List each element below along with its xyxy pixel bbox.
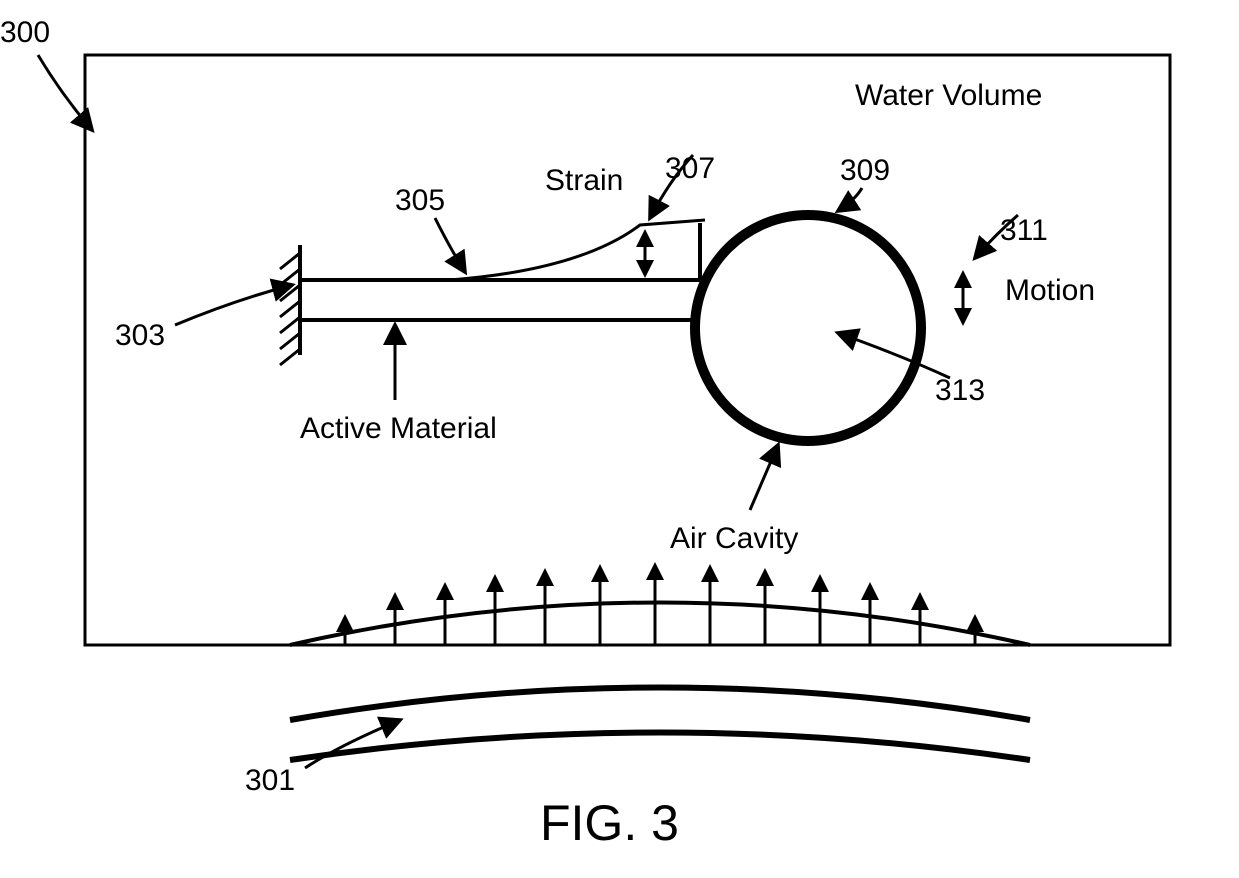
active-material-label: Active Material bbox=[300, 412, 497, 445]
ref-300: 300 bbox=[0, 16, 50, 49]
figure-svg: Water Volume Strain Motion Active Materi… bbox=[0, 0, 1239, 878]
motion-label: Motion bbox=[1005, 274, 1095, 307]
ref-303: 303 bbox=[115, 319, 165, 352]
incident-waves bbox=[290, 565, 1030, 760]
air-cavity-label: Air Cavity bbox=[670, 522, 798, 555]
air-cavity-circle bbox=[695, 215, 921, 441]
ref-307: 307 bbox=[665, 152, 715, 185]
ref-305: 305 bbox=[395, 184, 445, 217]
cantilever-beam bbox=[300, 223, 700, 320]
water-volume-box bbox=[85, 55, 1170, 645]
ref-311: 311 bbox=[1000, 214, 1048, 247]
strain-label: Strain bbox=[545, 164, 623, 197]
strain-deflection-curve bbox=[450, 220, 705, 280]
ref-301: 301 bbox=[245, 764, 295, 797]
ref-313: 313 bbox=[935, 374, 985, 407]
water-volume-label: Water Volume bbox=[855, 79, 1042, 112]
ref-309: 309 bbox=[840, 154, 890, 187]
fixed-anchor bbox=[280, 245, 300, 365]
figure-caption: FIG. 3 bbox=[540, 795, 679, 851]
figure-stage: Water Volume Strain Motion Active Materi… bbox=[0, 0, 1239, 878]
